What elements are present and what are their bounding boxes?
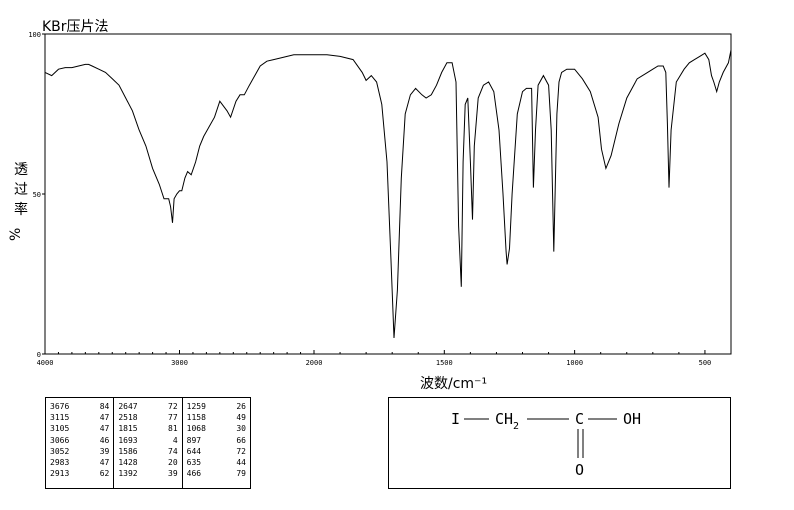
peak-wavenumber: 1428 (118, 457, 138, 467)
y-label-char-3: 率 (14, 201, 28, 218)
y-axis: 0 50 100 (28, 31, 45, 359)
chart-title: KBr压片法 (42, 19, 109, 35)
peak-row: 466 79 (187, 468, 246, 479)
peak-row: 2913 62 (50, 468, 109, 479)
peak-wavenumber: 3052 (50, 446, 70, 456)
y-tick-label: 0 (37, 351, 41, 359)
peak-row: 1068 30 (187, 423, 246, 434)
peak-row: 1392 39 (118, 468, 177, 479)
peak-row: 1693 4 (118, 435, 177, 446)
peak-transmittance: 49 (236, 413, 246, 423)
peak-wavenumber: 3676 (50, 402, 70, 411)
peak-wavenumber: 897 (186, 435, 202, 445)
x-tick-label: 500 (699, 359, 712, 367)
atom-methylene: CH (495, 410, 513, 428)
iodoacetic-acid-structure: I CH 2 C OH O (451, 410, 641, 479)
x-tick-label: 3000 (171, 359, 188, 367)
peak-row: 2647 72 (118, 401, 177, 412)
peak-transmittance: 72 (168, 402, 178, 411)
y-tick-label: 100 (28, 31, 41, 39)
peak-row: 1428 20 (118, 457, 177, 468)
peak-wavenumber: 2647 (118, 402, 138, 411)
atom-carbonyl-oxygen: O (575, 461, 584, 479)
peak-transmittance: 72 (236, 446, 246, 456)
peak-transmittance: 47 (99, 457, 110, 467)
peak-row: 3115 47 (50, 412, 109, 423)
peak-row: 3676 84 (50, 401, 109, 412)
peak-row: 644 72 (187, 446, 246, 457)
peak-row: 2518 77 (118, 412, 177, 423)
peak-row: 2983 47 (50, 457, 109, 468)
peak-wavenumber: 3105 (50, 424, 70, 434)
x-tick-label: 1000 (566, 359, 583, 367)
peak-column: 1259 26 1158 49 1068 30 897 66 644 72 635 44 466 79 (181, 398, 250, 488)
x-tick-label: 1500 (436, 359, 453, 367)
peak-transmittance: 77 (168, 413, 178, 423)
peak-transmittance: 84 (99, 402, 110, 411)
peak-wavenumber: 644 (186, 446, 202, 456)
peak-wavenumber: 2983 (50, 457, 70, 467)
atom-iodine: I (451, 410, 460, 428)
peak-transmittance: 30 (236, 424, 246, 434)
peak-wavenumber: 1586 (118, 446, 138, 456)
structure-diagram: I CH 2 C OH O (388, 397, 731, 489)
y-tick-label: 50 (33, 191, 41, 199)
peak-transmittance: 74 (168, 446, 178, 456)
y-label-char-1: 透 (14, 162, 28, 178)
peak-transmittance: 46 (99, 435, 110, 445)
peak-row: 1815 81 (118, 423, 177, 434)
peak-transmittance: 20 (168, 457, 178, 467)
peak-wavenumber: 1815 (118, 424, 138, 434)
peak-transmittance: 62 (99, 469, 110, 479)
group-hydroxyl: OH (623, 410, 641, 428)
transmittance-series-line (44, 49, 732, 339)
peak-row: 3105 47 (50, 423, 109, 434)
peak-transmittance: 4 (172, 435, 178, 445)
peak-wavenumber: 3066 (50, 435, 70, 445)
peak-transmittance: 39 (168, 469, 178, 479)
peak-row: 1158 49 (187, 412, 246, 423)
x-axis-label: 波数/cm⁻¹ (420, 376, 487, 392)
peak-wavenumber: 466 (186, 469, 202, 479)
peak-transmittance: 44 (236, 457, 246, 467)
peak-row: 3066 46 (50, 435, 109, 446)
y-axis-label: 透 过 率 % (8, 162, 28, 241)
y-label-unit: % (8, 228, 24, 241)
peak-wavenumber: 1259 (186, 402, 206, 411)
y-label-char-2: 过 (14, 182, 28, 198)
peak-row: 1259 26 (187, 401, 246, 412)
peak-wavenumber: 2913 (50, 469, 70, 479)
peak-wavenumber: 1068 (186, 424, 206, 434)
atom-carbonyl-carbon: C (575, 410, 584, 428)
methylene-subscript: 2 (513, 421, 519, 432)
peak-transmittance: 79 (236, 469, 246, 479)
peak-wavenumber: 1392 (118, 469, 138, 479)
peak-row: 897 66 (187, 435, 246, 446)
peak-wavenumber: 3115 (50, 413, 70, 423)
peak-row: 635 44 (187, 457, 246, 468)
ir-spectrum-chart: KBr压片法 0 50 100 4000 3000 2000 1500 1000 500 透 … (8, 19, 732, 392)
peak-transmittance: 39 (99, 446, 110, 456)
peak-row: 3052 39 (50, 446, 109, 457)
peak-transmittance: 66 (236, 435, 246, 445)
x-tick-label: 4000 (37, 359, 54, 367)
x-axis: 4000 3000 2000 1500 1000 500 (37, 350, 732, 367)
peak-wavenumber: 1693 (118, 435, 138, 445)
peak-transmittance: 47 (99, 424, 110, 434)
peak-wavenumber: 635 (186, 457, 202, 467)
peak-table: 3676 84 3115 47 3105 47 3066 46 3052 39 2983 47 2913… (45, 397, 251, 489)
peak-wavenumber: 2518 (118, 413, 138, 423)
peak-column: 2647 72 2518 77 1815 81 1693 4 1586 74 1428 20 1392 3… (113, 398, 181, 488)
peak-transmittance: 26 (236, 402, 246, 411)
peak-row: 1586 74 (118, 446, 177, 457)
x-tick-label: 2000 (306, 359, 323, 367)
peak-transmittance: 47 (99, 413, 110, 423)
peak-wavenumber: 1158 (186, 413, 206, 423)
peak-transmittance: 81 (168, 424, 178, 434)
peak-column: 3676 84 3115 47 3105 47 3066 46 3052 39 2983 47 2913… (46, 398, 113, 488)
